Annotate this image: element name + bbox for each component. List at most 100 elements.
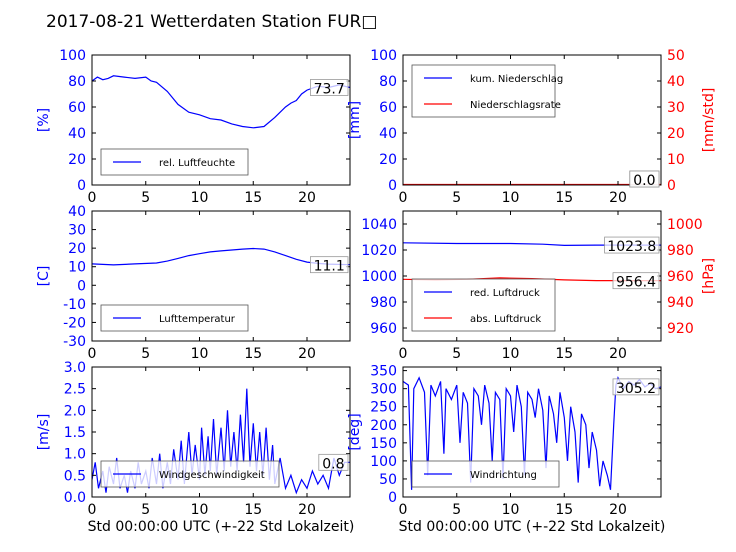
last-value-box <box>309 79 349 96</box>
x-tick-label: 10 <box>191 190 209 206</box>
x-tick-label: 10 <box>502 190 520 206</box>
y-tick-label: 150 <box>370 436 397 452</box>
y2-axis-label: [hPa] <box>701 258 717 294</box>
y-tick-label: 980 <box>370 295 397 311</box>
legend-label: Lufttemperatur <box>159 314 236 325</box>
last-value-label: 0.8 <box>322 456 344 472</box>
y-tick-label: 100 <box>370 454 397 470</box>
y-tick-label: 960 <box>370 321 397 337</box>
plot-frame <box>91 54 351 186</box>
y-tick-label: 200 <box>370 418 397 434</box>
x-tick-label: 10 <box>191 346 209 362</box>
x-tick-label: 10 <box>502 502 520 518</box>
y2-tick-label: 920 <box>667 321 694 337</box>
y-tick-label: 2.5 <box>64 382 86 398</box>
last-value-label: 0.0 <box>633 173 655 189</box>
x-tick-label: 5 <box>452 346 461 362</box>
series-line-1 <box>403 242 661 247</box>
x-tick-label: 5 <box>452 190 461 206</box>
y-tick-label: 250 <box>370 400 397 416</box>
x-tick-label: 0 <box>88 190 97 206</box>
last-value-label: 956.4 <box>616 275 656 291</box>
y-tick-label: 2.0 <box>64 403 86 419</box>
y-tick-label: 80 <box>68 74 86 90</box>
x-tick-label: 15 <box>555 190 573 206</box>
x-tick-label: 0 <box>88 346 97 362</box>
last-value-box <box>629 170 660 188</box>
series-line-1 <box>403 376 661 490</box>
x-tick-label: 5 <box>141 502 150 518</box>
last-value-box <box>309 256 349 274</box>
y-tick-label: 1.5 <box>64 425 86 441</box>
y-tick-label: 100 <box>370 48 397 64</box>
y-tick-label: 100 <box>59 48 86 64</box>
y-tick-label: 40 <box>68 204 86 220</box>
last-value-box <box>604 236 660 254</box>
y2-tick-label: 980 <box>667 243 694 259</box>
y-tick-label: 40 <box>379 126 397 142</box>
y-tick-label: 1040 <box>361 217 397 233</box>
y-tick-label: 30 <box>68 223 86 239</box>
y-tick-label: 50 <box>379 472 397 488</box>
x-tick-label: 20 <box>298 190 316 206</box>
chart-panel-4: 0 5 10 15 20 960 980 1000 1020 1040 920 940 960 980 10… <box>361 210 717 362</box>
y-tick-label: 0 <box>388 178 397 194</box>
x-tick-label: 0 <box>399 346 408 362</box>
last-value-label: 305.2 <box>616 381 656 397</box>
y-tick-label: 1.0 <box>64 447 86 463</box>
last-value-box <box>318 453 349 471</box>
y2-tick-label: 30 <box>667 100 685 116</box>
y2-tick-label: 1000 <box>667 217 703 233</box>
y2-tick-label: 940 <box>667 295 694 311</box>
y2-tick-label: 50 <box>667 48 685 64</box>
y-tick-label: 0 <box>77 178 86 194</box>
x-tick-label: 20 <box>298 502 316 518</box>
y-tick-label: 40 <box>68 126 86 142</box>
x-tick-label: 15 <box>555 502 573 518</box>
series-line-1 <box>92 247 350 266</box>
figure-title: 2017-08-21 Wetterdaten Station FUR□ <box>46 12 377 32</box>
last-value-label: 73.7 <box>314 82 345 98</box>
y-tick-label: 350 <box>370 364 397 380</box>
y-tick-label: -10 <box>63 297 86 313</box>
y-tick-label: 60 <box>379 100 397 116</box>
chart-panel-2: 0 5 10 15 20 0 20 40 60 80 100 0 10 20 30 40 50 [mm] [mm/s… <box>347 48 717 206</box>
x-tick-label: 5 <box>141 346 150 362</box>
y-tick-label: 0 <box>388 490 397 506</box>
y-axis-label: [%] <box>36 108 52 132</box>
y-tick-label: 1000 <box>361 269 397 285</box>
y-axis-label: [m/s] <box>36 414 52 451</box>
plot-frame <box>402 54 662 186</box>
legend-box <box>100 148 249 176</box>
legend-label: rel. Luftfeuchte <box>159 158 235 169</box>
y-tick-label: 0.0 <box>64 490 86 506</box>
y2-tick-label: 20 <box>667 126 685 142</box>
legend-label: kum. Niederschlag <box>470 74 563 85</box>
y-tick-label: 3.0 <box>64 360 86 376</box>
x-tick-label: 20 <box>609 346 627 362</box>
legend-label: red. Luftdruck <box>470 288 540 299</box>
x-tick-label: 5 <box>452 502 461 518</box>
chart-panel-1: 0 5 10 15 20 0 20 40 60 80 100 [%] 73.7 rel. Luftfeuc… <box>36 48 351 206</box>
last-value-label: 1023.8 <box>607 239 656 255</box>
x-tick-label: 0 <box>88 502 97 518</box>
y-axis-label: [deg] <box>347 413 363 450</box>
x-tick-label: 10 <box>502 346 520 362</box>
legend-label: Windrichtung <box>470 470 537 481</box>
x-tick-label: 15 <box>555 346 573 362</box>
y-tick-label: 10 <box>68 260 86 276</box>
x-tick-label: 5 <box>141 190 150 206</box>
legend-label: Niederschlagsrate <box>470 100 561 111</box>
x-tick-label: 10 <box>191 502 209 518</box>
y2-tick-label: 0 <box>667 178 676 194</box>
y-tick-label: 0 <box>77 278 86 294</box>
y-tick-label: -20 <box>63 315 86 331</box>
y-tick-label: -30 <box>63 334 86 350</box>
x-tick-label: 0 <box>399 502 408 518</box>
y-tick-label: 20 <box>68 152 86 168</box>
legend-box <box>411 278 556 332</box>
legend-label: Windgeschwindigkeit <box>159 470 265 481</box>
plot-frame <box>402 366 662 498</box>
